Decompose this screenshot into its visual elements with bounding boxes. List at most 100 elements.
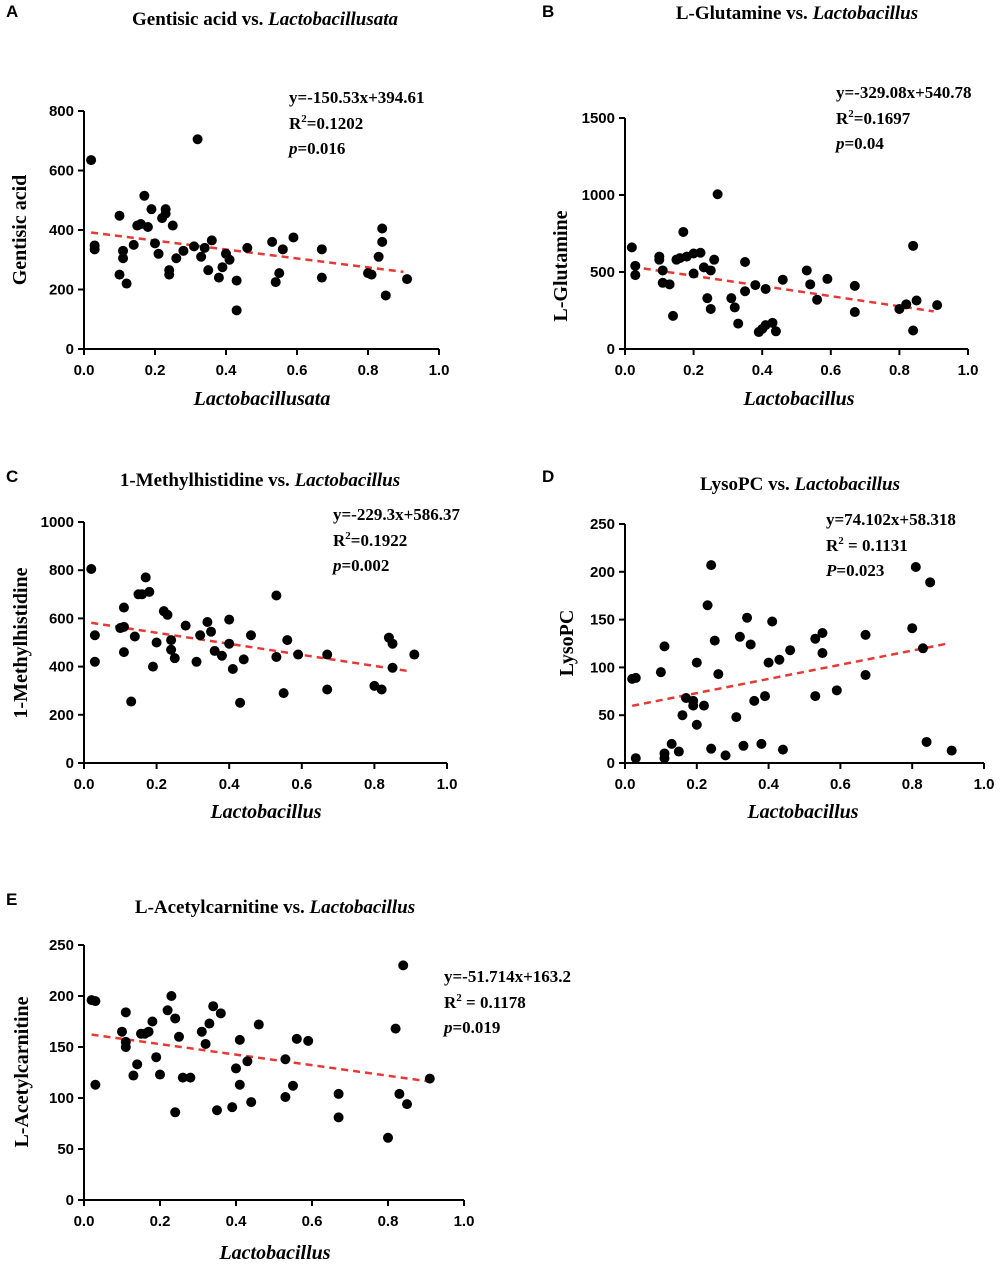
regression-equation: y=-229.3x+586.37	[333, 505, 461, 524]
data-point	[217, 262, 228, 273]
y-tick-label: 800	[49, 103, 74, 120]
regression-line	[631, 265, 934, 313]
data-point	[702, 293, 713, 304]
data-point	[742, 612, 753, 623]
data-point	[390, 1023, 401, 1034]
data-point	[231, 275, 242, 286]
data-point	[196, 1026, 207, 1037]
data-point	[128, 239, 139, 250]
y-tick-label: 100	[590, 659, 615, 676]
data-point	[387, 662, 398, 673]
data-point	[750, 280, 761, 291]
data-point	[908, 325, 919, 336]
x-tick-label: 0.2	[683, 362, 704, 379]
data-point	[377, 223, 388, 234]
data-point	[234, 1034, 245, 1045]
data-point	[164, 269, 175, 280]
data-point	[120, 1007, 131, 1018]
data-point	[749, 695, 760, 706]
data-point	[291, 1033, 302, 1044]
x-tick-label: 0.8	[358, 362, 379, 379]
data-point	[860, 629, 871, 640]
x-tick-label: 1.0	[454, 1213, 475, 1230]
data-point	[756, 738, 767, 749]
x-tick-label: 0.6	[830, 776, 851, 793]
data-point	[702, 600, 713, 611]
data-point	[366, 269, 377, 280]
data-point	[208, 1001, 219, 1012]
r-squared: R2=0.1202	[289, 113, 363, 133]
data-point	[280, 1091, 291, 1102]
data-point	[195, 630, 206, 641]
data-point	[774, 654, 785, 665]
data-point	[733, 318, 744, 329]
data-point	[398, 960, 409, 971]
data-point	[120, 1036, 131, 1047]
x-tick-label: 0.8	[378, 1213, 399, 1230]
x-tick-label: 1.0	[437, 776, 458, 793]
data-point	[118, 253, 129, 264]
y-tick-label: 250	[590, 516, 615, 533]
data-point	[785, 645, 796, 656]
data-point	[142, 222, 153, 233]
data-point	[860, 670, 871, 681]
data-point	[316, 244, 327, 255]
data-point	[139, 190, 150, 201]
data-point	[126, 696, 137, 707]
data-point	[114, 210, 125, 221]
data-point	[206, 235, 217, 246]
data-point	[767, 317, 778, 328]
data-point	[659, 641, 670, 652]
y-tick-label: 200	[49, 282, 74, 299]
data-point	[831, 685, 842, 696]
x-tick-label: 0.6	[820, 362, 841, 379]
chart-title: L-Glutamine vs. Lactobacillus	[676, 3, 918, 24]
data-point	[630, 260, 641, 271]
data-point	[90, 1079, 101, 1090]
data-point	[910, 562, 921, 573]
data-point	[185, 1072, 196, 1083]
x-tick-label: 0.0	[74, 776, 95, 793]
data-point	[738, 740, 749, 751]
data-point	[166, 991, 177, 1001]
data-point	[810, 691, 821, 702]
data-point	[271, 651, 282, 662]
data-point	[383, 1132, 393, 1143]
data-point	[673, 746, 684, 757]
data-point	[114, 269, 125, 280]
x-tick-label: 1.0	[974, 776, 995, 793]
r-squared: R2 = 0.1131	[826, 535, 908, 555]
y-tick-label: 500	[590, 264, 615, 281]
data-point	[293, 649, 304, 660]
data-point	[630, 672, 641, 683]
y-tick-label: 250	[49, 937, 74, 954]
data-point	[720, 750, 731, 761]
y-tick-label: 50	[57, 1141, 74, 1158]
data-point	[121, 278, 132, 289]
y-axis-label: LysoPC	[556, 610, 578, 677]
r-squared: R2=0.1697	[836, 108, 911, 128]
data-point	[242, 242, 253, 253]
x-tick-label: 1.0	[429, 362, 450, 379]
data-point	[705, 303, 716, 314]
p-value: P=0.023	[825, 561, 884, 580]
data-point	[132, 1059, 143, 1070]
data-point	[901, 299, 912, 310]
data-point	[763, 657, 774, 668]
y-tick-label: 600	[49, 610, 74, 627]
x-tick-label: 0.4	[219, 776, 241, 793]
data-point	[129, 631, 140, 642]
y-tick-label: 150	[590, 612, 615, 629]
data-point	[267, 236, 278, 247]
data-point	[153, 248, 164, 259]
data-point	[270, 277, 281, 288]
y-tick-label: 200	[49, 988, 74, 1005]
data-point	[664, 279, 675, 290]
x-tick-label: 0.8	[364, 776, 385, 793]
chart-title: L-Acetylcarnitine vs. Lactobacillus	[135, 897, 415, 918]
data-point	[688, 695, 699, 706]
y-tick-label: 600	[49, 163, 74, 180]
data-point	[729, 302, 740, 313]
